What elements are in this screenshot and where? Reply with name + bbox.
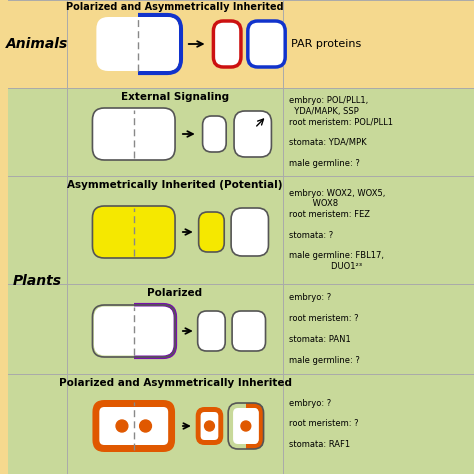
Text: embryo: ?

root meristem: ?

stomata: RAF1: embryo: ? root meristem: ? stomata: RAF1	[289, 399, 359, 449]
Circle shape	[140, 420, 152, 432]
Circle shape	[116, 420, 128, 432]
FancyBboxPatch shape	[201, 412, 219, 440]
Bar	[8, 0, 474, 88]
FancyBboxPatch shape	[233, 408, 259, 444]
FancyBboxPatch shape	[213, 21, 241, 67]
Circle shape	[205, 421, 214, 431]
FancyBboxPatch shape	[94, 15, 181, 73]
FancyBboxPatch shape	[198, 311, 225, 351]
Circle shape	[241, 421, 251, 431]
FancyBboxPatch shape	[92, 305, 175, 357]
Text: Polarized: Polarized	[147, 288, 202, 298]
FancyBboxPatch shape	[92, 400, 175, 452]
FancyBboxPatch shape	[232, 311, 265, 351]
FancyBboxPatch shape	[94, 307, 173, 356]
Bar	[91, 12, 137, 76]
Text: PAR proteins: PAR proteins	[291, 39, 361, 49]
FancyBboxPatch shape	[92, 108, 175, 160]
Text: embryo: POL/PLL1,
  YDA/MAPK, SSP
root meristem: POL/PLL1

stomata: YDA/MPK

mal: embryo: POL/PLL1, YDA/MAPK, SSP root mer…	[289, 96, 393, 168]
FancyBboxPatch shape	[196, 407, 223, 445]
Text: Polarized and Asymmetrically Inherited: Polarized and Asymmetrically Inherited	[59, 378, 292, 388]
Text: embryo: WOX2, WOX5,
         WOX8
root meristem: FEZ

stomata: ?

male germline:: embryo: WOX2, WOX5, WOX8 root meristem: …	[289, 189, 385, 271]
Text: Asymmetrically Inherited (Potential): Asymmetrically Inherited (Potential)	[67, 180, 283, 190]
FancyBboxPatch shape	[233, 408, 259, 444]
Text: Polarized and Asymmetrically Inherited: Polarized and Asymmetrically Inherited	[66, 2, 284, 12]
Text: embryo: ?

root meristem: ?

stomata: PAN1

male germline: ?: embryo: ? root meristem: ? stomata: PAN1…	[289, 293, 360, 365]
Bar	[226, 401, 246, 451]
FancyBboxPatch shape	[202, 116, 226, 152]
FancyBboxPatch shape	[96, 17, 179, 71]
Text: External Signaling: External Signaling	[121, 92, 229, 102]
FancyBboxPatch shape	[231, 208, 268, 256]
Bar	[137, 12, 185, 76]
FancyBboxPatch shape	[100, 407, 168, 445]
FancyBboxPatch shape	[228, 403, 264, 449]
Text: Animals: Animals	[6, 37, 69, 51]
FancyBboxPatch shape	[248, 21, 285, 67]
Text: Plants: Plants	[13, 274, 62, 288]
FancyBboxPatch shape	[92, 206, 175, 258]
FancyBboxPatch shape	[234, 111, 272, 157]
Bar	[8, 88, 474, 474]
FancyBboxPatch shape	[199, 212, 224, 252]
Bar	[90, 302, 134, 360]
